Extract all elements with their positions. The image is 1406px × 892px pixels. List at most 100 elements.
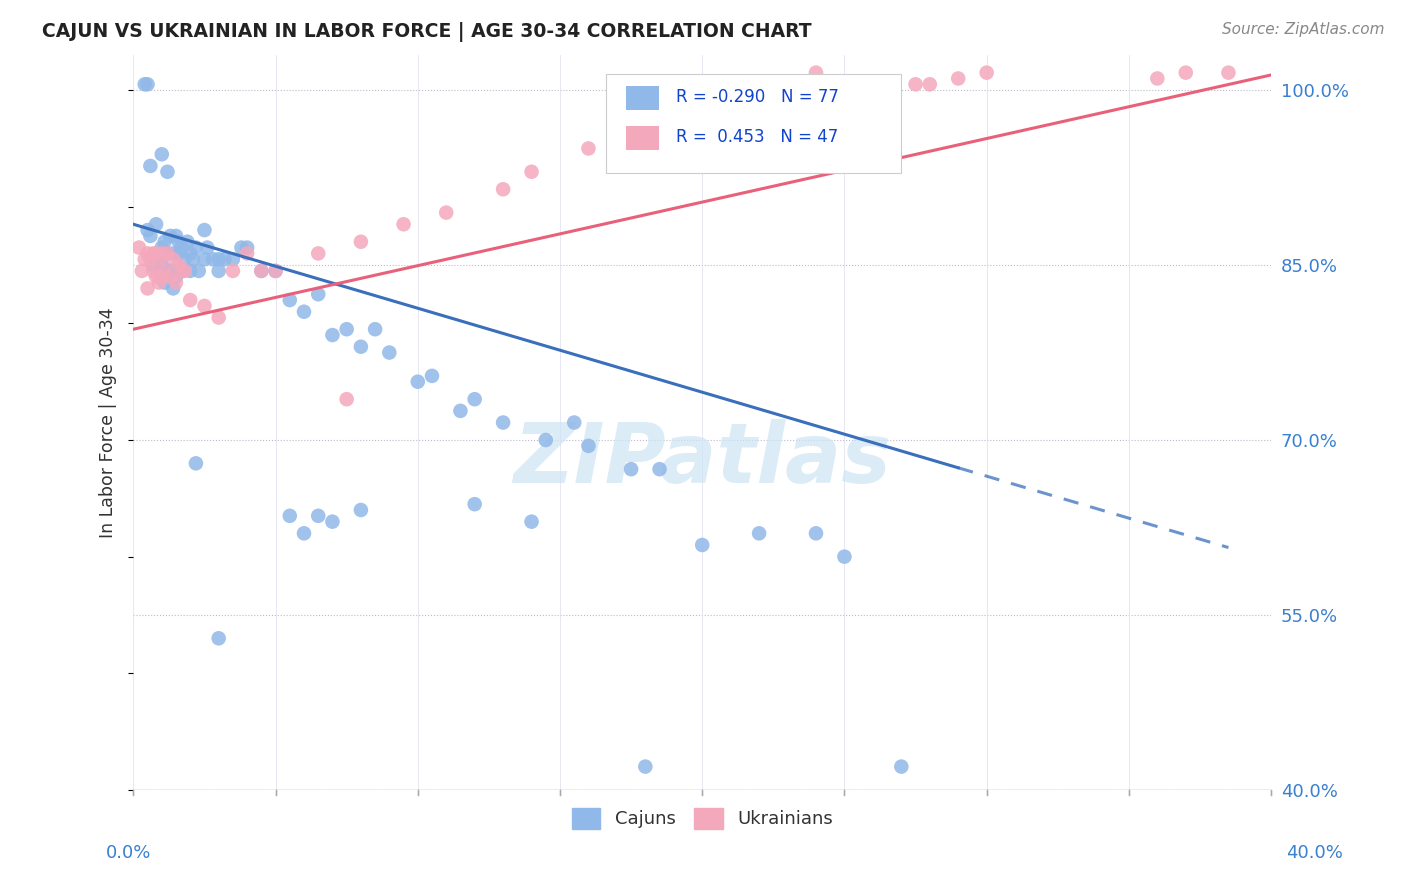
- Point: [1218, 65, 1240, 79]
- Point: [156, 246, 179, 260]
- Text: Source: ZipAtlas.com: Source: ZipAtlas.com: [1222, 22, 1385, 37]
- Point: [278, 508, 301, 523]
- Point: [464, 392, 486, 407]
- Point: [179, 264, 201, 278]
- Point: [134, 252, 156, 267]
- Point: [406, 375, 429, 389]
- Point: [173, 264, 195, 278]
- Point: [918, 78, 941, 92]
- Point: [336, 322, 359, 336]
- Text: ZIPatlas: ZIPatlas: [513, 418, 891, 500]
- Point: [392, 217, 415, 231]
- Point: [153, 276, 176, 290]
- Point: [165, 228, 187, 243]
- Point: [193, 223, 215, 237]
- Point: [364, 322, 387, 336]
- Point: [748, 78, 770, 92]
- Point: [159, 264, 181, 278]
- Point: [690, 95, 713, 109]
- Point: [492, 182, 515, 196]
- Point: [464, 497, 486, 511]
- Point: [167, 246, 190, 260]
- Point: [250, 264, 273, 278]
- Point: [1174, 65, 1197, 79]
- Point: [184, 241, 207, 255]
- Point: [578, 141, 600, 155]
- Point: [150, 258, 173, 272]
- Point: [136, 223, 159, 237]
- Point: [214, 252, 236, 267]
- Point: [201, 252, 224, 267]
- Point: [136, 78, 159, 92]
- Point: [153, 235, 176, 249]
- Point: [145, 269, 167, 284]
- Point: [648, 462, 671, 476]
- Point: [153, 264, 176, 278]
- Point: [150, 269, 173, 284]
- Point: [748, 526, 770, 541]
- Point: [222, 264, 245, 278]
- Point: [162, 246, 184, 260]
- Point: [620, 462, 643, 476]
- Point: [307, 246, 329, 260]
- Text: CAJUN VS UKRAINIAN IN LABOR FORCE | AGE 30-34 CORRELATION CHART: CAJUN VS UKRAINIAN IN LABOR FORCE | AGE …: [42, 22, 811, 42]
- Point: [170, 264, 193, 278]
- Point: [492, 416, 515, 430]
- Point: [578, 439, 600, 453]
- Point: [162, 252, 184, 267]
- Point: [148, 252, 170, 267]
- Point: [134, 78, 156, 92]
- Point: [690, 538, 713, 552]
- Point: [434, 205, 457, 219]
- Point: [184, 456, 207, 470]
- Point: [167, 235, 190, 249]
- Point: [520, 515, 543, 529]
- Point: [208, 252, 231, 267]
- Point: [804, 65, 827, 79]
- Point: [145, 217, 167, 231]
- Point: [150, 241, 173, 255]
- Point: [420, 368, 443, 383]
- Point: [236, 241, 259, 255]
- Point: [562, 416, 585, 430]
- Point: [890, 759, 912, 773]
- Point: [264, 264, 287, 278]
- Point: [222, 252, 245, 267]
- Point: [804, 526, 827, 541]
- Point: [195, 241, 218, 255]
- Point: [378, 345, 401, 359]
- Point: [136, 281, 159, 295]
- Point: [292, 526, 315, 541]
- Point: [170, 264, 193, 278]
- Point: [231, 241, 253, 255]
- Point: [156, 165, 179, 179]
- Point: [131, 264, 153, 278]
- Point: [136, 246, 159, 260]
- Point: [350, 503, 373, 517]
- Point: [156, 246, 179, 260]
- Point: [145, 246, 167, 260]
- Point: [162, 281, 184, 295]
- Point: [336, 392, 359, 407]
- Point: [128, 241, 150, 255]
- Point: [321, 515, 343, 529]
- Point: [307, 287, 329, 301]
- Point: [179, 293, 201, 307]
- Point: [142, 258, 165, 272]
- Point: [142, 264, 165, 278]
- Point: [904, 78, 927, 92]
- Point: [307, 508, 329, 523]
- Point: [1146, 71, 1168, 86]
- Point: [292, 304, 315, 318]
- Point: [148, 246, 170, 260]
- Point: [520, 165, 543, 179]
- Point: [193, 299, 215, 313]
- Bar: [626, 127, 659, 150]
- Text: R =  0.453   N = 47: R = 0.453 N = 47: [676, 128, 838, 146]
- Point: [321, 328, 343, 343]
- Point: [165, 276, 187, 290]
- Point: [150, 246, 173, 260]
- Point: [264, 264, 287, 278]
- Point: [181, 252, 204, 267]
- Text: 0.0%: 0.0%: [105, 844, 150, 862]
